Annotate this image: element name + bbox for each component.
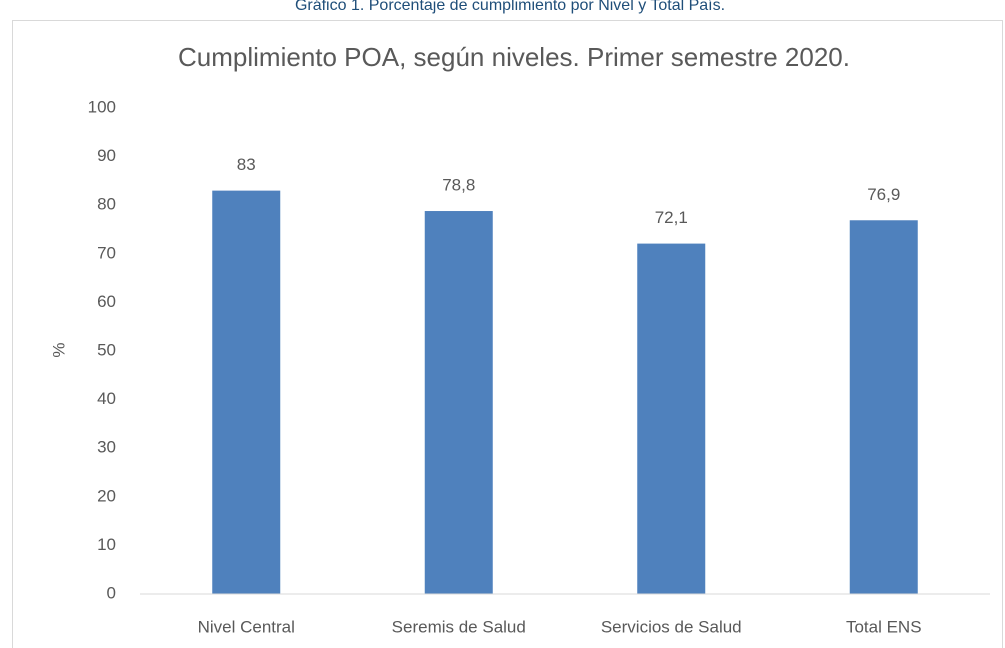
value-label: 72,1 [655, 208, 688, 227]
bar [849, 220, 918, 595]
value-label: 78,8 [442, 176, 475, 195]
y-tick-label: 50 [97, 340, 116, 359]
y-tick-label: 100 [88, 97, 116, 116]
y-tick-label: 40 [97, 389, 116, 408]
y-tick-label: 70 [97, 243, 116, 262]
x-tick-label: Nivel Central [198, 617, 295, 636]
value-label: 83 [237, 155, 256, 174]
bar [637, 243, 706, 594]
bar [212, 190, 281, 594]
x-tick-label: Total ENS [846, 617, 922, 636]
chart-title: Cumplimiento POA, según niveles. Primer … [178, 42, 850, 72]
y-tick-label: 80 [97, 195, 116, 214]
y-tick-label: 0 [107, 583, 116, 602]
x-tick-label: Servicios de Salud [601, 617, 742, 636]
chart-border [12, 20, 1003, 648]
x-tick-label: Seremis de Salud [392, 617, 526, 636]
bar [424, 211, 493, 595]
caption: Gráfico 1. Porcentaje de cumplimiento po… [295, 0, 725, 14]
y-tick-label: 90 [97, 146, 116, 165]
y-axis-label: % [49, 342, 68, 357]
value-label: 76,9 [867, 185, 900, 204]
y-tick-label: 60 [97, 292, 116, 311]
y-tick-label: 20 [97, 486, 116, 505]
y-tick-label: 30 [97, 438, 116, 457]
y-tick-label: 10 [97, 535, 116, 554]
